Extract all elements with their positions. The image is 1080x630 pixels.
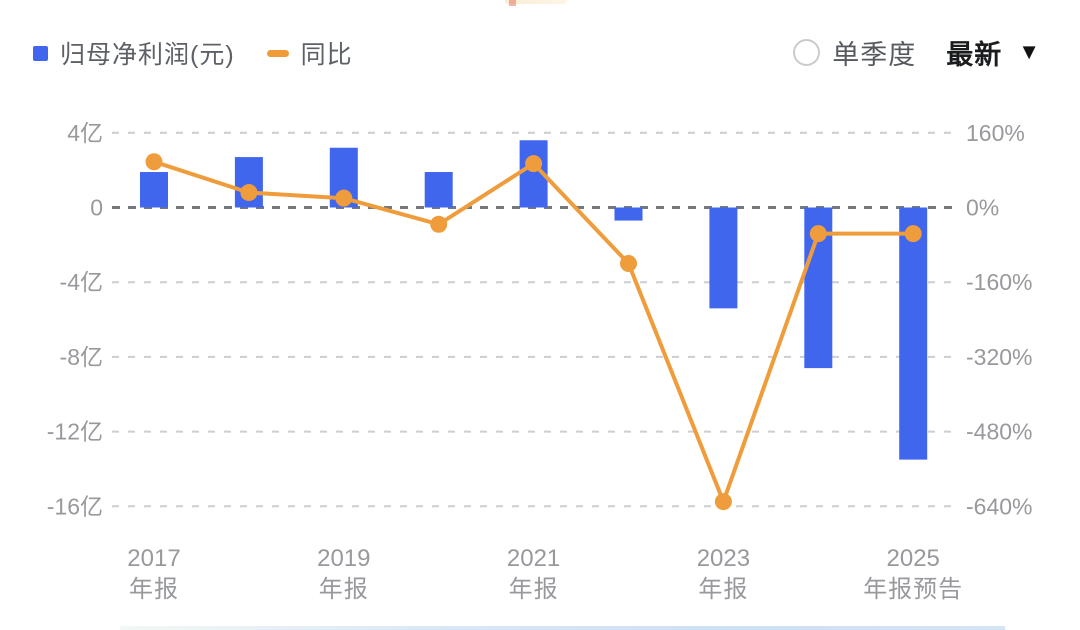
marker-2025[interactable] [904, 225, 922, 243]
period-dropdown[interactable]: 最新 ▼ [946, 33, 1040, 72]
x-axis-label-period: 年报 [319, 576, 369, 603]
x-axis-label-period: 年报 [129, 576, 179, 603]
chevron-down-icon: ▼ [1018, 39, 1040, 64]
marker-2017[interactable] [145, 153, 163, 171]
bar-2022[interactable] [614, 207, 643, 221]
marker-2019[interactable] [335, 189, 353, 207]
x-axis-label-year: 2025 [887, 545, 940, 572]
x-axis-label-year: 2023 [697, 545, 750, 572]
legend-label-yoy: 同比 [300, 41, 353, 69]
single-quarter-radio[interactable] [793, 38, 821, 66]
y-axis-right-label: -320% [966, 344, 1032, 370]
marker-2021[interactable] [525, 155, 543, 173]
y-axis-right-label: -640% [966, 493, 1032, 519]
marker-2020[interactable] [430, 215, 448, 233]
x-axis-label-period: 年报 [509, 576, 559, 603]
cropped-top-element [505, 0, 567, 4]
y-axis-right-label: 160% [966, 120, 1025, 146]
single-quarter-label: 单季度 [832, 39, 917, 70]
legend-item-yoy[interactable]: 同比 [266, 35, 353, 71]
bar-2017[interactable] [140, 172, 168, 208]
yoy-line [152, 159, 916, 504]
x-axis-label-period: 年报 [698, 576, 748, 603]
x-axis-label-year: 2021 [507, 545, 560, 572]
bar-2025[interactable] [899, 207, 928, 460]
cropped-top-red-element [509, 0, 516, 6]
marker-2022[interactable] [620, 255, 637, 273]
x-axis-label-year: 2017 [127, 545, 180, 572]
y-axis-left-label: -12亿 [47, 419, 103, 445]
bar-2023[interactable] [709, 207, 738, 309]
chart-controls: 单季度 最新 ▼ [793, 34, 1040, 70]
marker-2023[interactable] [714, 493, 732, 511]
x-axis-label-period: 年报预告 [863, 576, 963, 603]
marker-2018[interactable] [240, 184, 258, 202]
y-axis-right-label: -480% [966, 419, 1032, 445]
line-series-swatch-icon [266, 49, 289, 57]
legend: 归母净利润(元) 同比 [33, 35, 353, 71]
x-axis-label-year: 2019 [317, 545, 370, 572]
y-axis-left-label: -16亿 [47, 493, 103, 519]
bar-2020[interactable] [424, 172, 453, 208]
y-axis-right-label: -160% [966, 269, 1032, 295]
marker-2024[interactable] [809, 225, 827, 243]
y-axis-left-label: -8亿 [60, 344, 103, 370]
bar-series-swatch-icon [33, 45, 48, 61]
legend-item-net-profit[interactable]: 归母净利润(元) [33, 35, 235, 71]
chart-header: 归母净利润(元) 同比 单季度 最新 ▼ [0, 0, 1080, 80]
y-axis-left-label: 4亿 [67, 120, 103, 146]
legend-label-net-profit: 归母净利润(元) [60, 41, 235, 69]
cropped-bottom-table-edge [120, 626, 1005, 630]
y-axis-left-label: -4亿 [60, 269, 103, 295]
y-axis-right-label: 0% [966, 195, 999, 221]
period-dropdown-value: 最新 [946, 39, 1003, 70]
y-axis-left-label: 0 [90, 195, 103, 221]
